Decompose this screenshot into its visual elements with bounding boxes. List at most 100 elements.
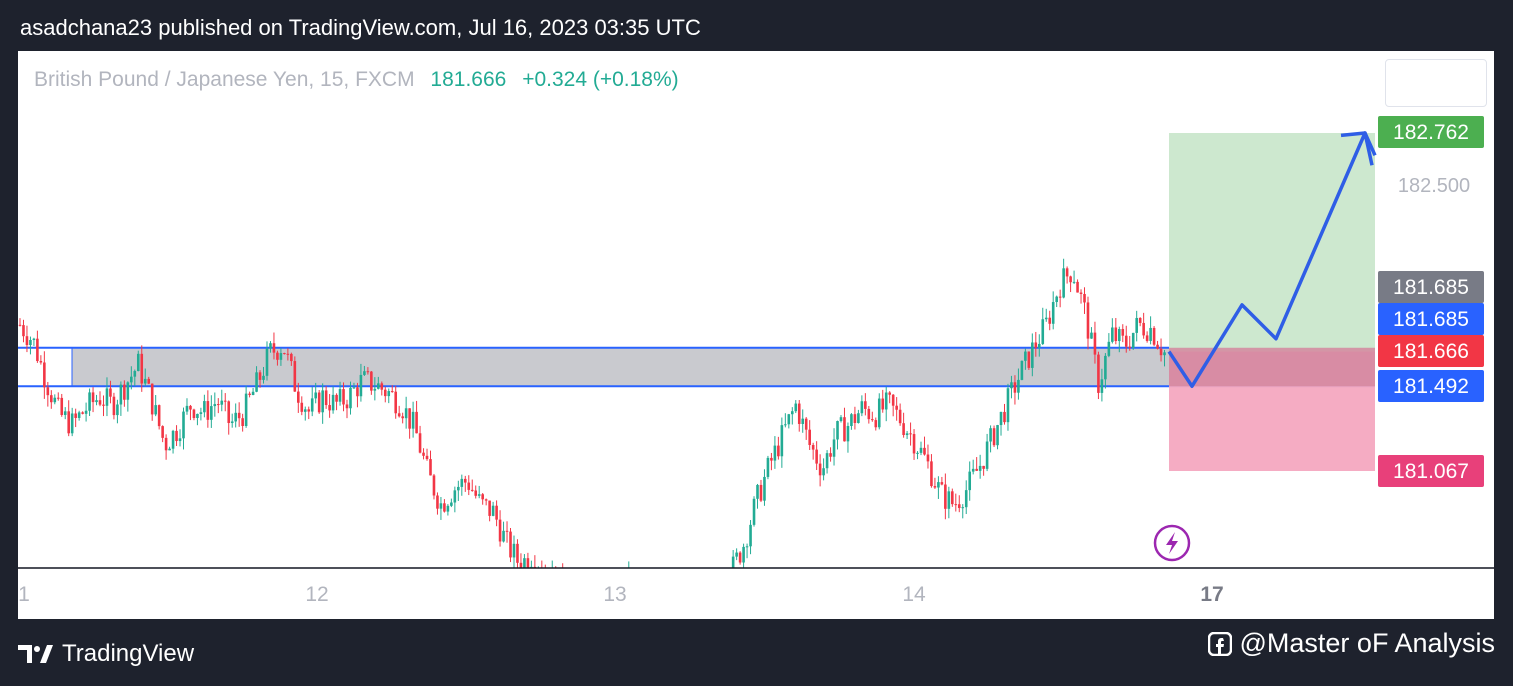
candle-body bbox=[877, 398, 881, 428]
candle-body bbox=[457, 486, 460, 491]
candle-body bbox=[909, 433, 912, 435]
price-tick-label: 182.500 bbox=[1398, 175, 1470, 197]
candle-body bbox=[265, 348, 269, 376]
candle-body bbox=[130, 376, 133, 383]
candle-body bbox=[32, 338, 36, 340]
candle-body bbox=[321, 390, 324, 413]
time-tick-label: 12 bbox=[305, 583, 328, 606]
candle-body bbox=[780, 425, 784, 457]
candle-body bbox=[516, 543, 519, 563]
candle-body bbox=[303, 409, 307, 412]
candle-body bbox=[53, 397, 57, 403]
candle-body bbox=[1010, 382, 1013, 389]
candle-body bbox=[463, 478, 467, 483]
candle-body bbox=[196, 413, 199, 419]
time-tick-label: 14 bbox=[902, 583, 926, 606]
chart-panel[interactable]: 1 12 13 14 17 182.500 182.762 181.685 181.685 18… bbox=[18, 51, 1494, 619]
candle-body bbox=[171, 430, 175, 449]
candle-body bbox=[756, 484, 759, 499]
candle-body bbox=[843, 417, 846, 442]
candle-body bbox=[1097, 354, 1100, 393]
candle-body bbox=[220, 400, 224, 405]
candle-body bbox=[126, 382, 130, 400]
candle-body bbox=[839, 417, 843, 422]
candle-body bbox=[1159, 348, 1163, 356]
candle-body bbox=[1072, 281, 1076, 283]
candle-body bbox=[189, 405, 192, 410]
candle-body bbox=[286, 353, 290, 355]
candle-body bbox=[342, 389, 345, 405]
candle-body bbox=[502, 530, 505, 542]
price-label-value: 181.685 bbox=[1393, 308, 1469, 331]
candle-body bbox=[512, 543, 516, 558]
candle-body bbox=[133, 371, 137, 377]
candle-body bbox=[857, 413, 860, 423]
candle-body bbox=[234, 412, 237, 422]
candle-body bbox=[70, 413, 74, 434]
candle-body bbox=[954, 504, 958, 506]
candle-body bbox=[919, 447, 923, 453]
lightning-icon[interactable] bbox=[1153, 524, 1191, 562]
candle-body bbox=[168, 448, 171, 451]
candle-body bbox=[324, 390, 328, 406]
candle-body bbox=[926, 454, 930, 462]
candle-body bbox=[1024, 351, 1027, 361]
candle-body bbox=[112, 396, 116, 416]
candle-body bbox=[1003, 411, 1006, 423]
candle-body bbox=[1031, 342, 1034, 368]
candle-body bbox=[147, 378, 151, 384]
candle-body bbox=[971, 468, 975, 472]
candle-body bbox=[923, 447, 926, 455]
candle-body bbox=[380, 383, 384, 390]
candle-body bbox=[46, 387, 50, 396]
chart-corner-button[interactable] bbox=[1385, 59, 1487, 107]
candle-body bbox=[98, 400, 102, 405]
candle-body bbox=[50, 395, 53, 403]
candle-body bbox=[81, 412, 84, 414]
candle-body bbox=[60, 397, 64, 415]
facebook-icon bbox=[1207, 631, 1232, 656]
candle-body bbox=[794, 403, 798, 412]
candle-body bbox=[175, 430, 178, 442]
price-label-badge bbox=[1378, 116, 1484, 148]
candle-body bbox=[206, 401, 210, 420]
candle-body bbox=[836, 421, 839, 440]
candle-body bbox=[1037, 343, 1041, 348]
candle-body bbox=[1156, 344, 1159, 349]
price-label-badge bbox=[1378, 335, 1484, 367]
candle-body bbox=[338, 389, 342, 402]
candle-body bbox=[964, 490, 968, 508]
candle-body bbox=[1062, 268, 1065, 298]
candle-body bbox=[1041, 319, 1045, 344]
candle-body bbox=[937, 482, 940, 488]
candle-body bbox=[84, 410, 88, 414]
price-label-value: 181.067 bbox=[1393, 460, 1469, 483]
candle-body bbox=[192, 409, 196, 419]
candle-body bbox=[763, 476, 766, 501]
candle-body bbox=[418, 433, 422, 453]
candle-body bbox=[888, 392, 891, 395]
candle-body bbox=[891, 394, 895, 406]
candle-body bbox=[957, 504, 961, 509]
author-credit: @Master oF Analysis bbox=[1207, 628, 1495, 659]
time-tick-label: 13 bbox=[603, 583, 626, 606]
candle-body bbox=[467, 482, 471, 490]
price-chart[interactable]: 1 12 13 14 17 182.500 182.762 181.685 181.685 18… bbox=[18, 51, 1494, 619]
candle-body bbox=[777, 445, 780, 457]
candle-body bbox=[317, 392, 321, 413]
candle-body bbox=[961, 507, 965, 509]
candle-body bbox=[933, 486, 937, 488]
candle-body bbox=[390, 391, 394, 393]
symbol-legend: British Pound / Japanese Yen, 15, FXCM 1… bbox=[34, 68, 679, 92]
time-tick-label: 1 bbox=[18, 583, 30, 606]
candle-body bbox=[394, 391, 398, 414]
candle-body bbox=[88, 392, 91, 411]
candle-body bbox=[1100, 379, 1104, 393]
candle-body bbox=[790, 411, 794, 415]
candle-body bbox=[1117, 329, 1121, 342]
candle-body bbox=[237, 412, 241, 419]
tradingview-logo[interactable]: TradingView bbox=[18, 640, 194, 668]
candle-body bbox=[297, 391, 300, 403]
candle-body bbox=[150, 383, 154, 415]
candle-body bbox=[411, 411, 415, 429]
